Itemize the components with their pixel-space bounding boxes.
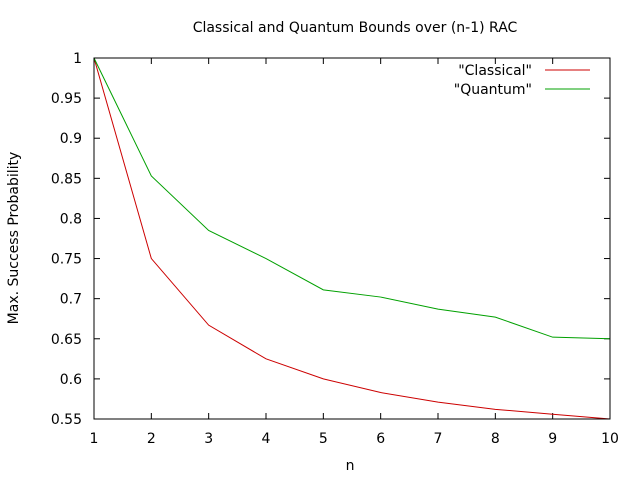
- x-tick-label-3: 4: [262, 431, 271, 447]
- series-line-1: [93, 57, 611, 340]
- series-line-0: [93, 57, 611, 420]
- y-tick-label-3: 0.7: [60, 292, 82, 308]
- x-tick-label-0: 1: [90, 431, 99, 447]
- y-axis-label: Max. Success Probability: [6, 152, 22, 325]
- x-tick-label-6: 7: [434, 431, 443, 447]
- y-tick-label-9: 1: [73, 51, 82, 67]
- axis-ticks: 0.55 0.6 0.65 0.7 0.75 0.8 0.85 0.9 0.95 1 1 2 3 4 5 6 7…: [51, 51, 619, 447]
- x-tick-label-5: 6: [376, 431, 385, 447]
- plot-frame: [93, 57, 611, 420]
- y-tick-label-4: 0.75: [51, 252, 82, 268]
- chart-title: Classical and Quantum Bounds over (n-1) …: [193, 20, 518, 36]
- x-axis-label: n: [346, 458, 355, 474]
- y-tick-label-8: 0.95: [51, 91, 82, 107]
- legend: "Classical" "Quantum": [454, 63, 590, 98]
- y-tick-label-0: 0.55: [51, 412, 82, 428]
- x-tick-label-9: 10: [601, 431, 619, 447]
- y-tick-label-5: 0.8: [60, 211, 82, 227]
- x-tick-label-4: 5: [319, 431, 328, 447]
- x-tick-label-1: 2: [147, 431, 156, 447]
- x-tick-label-7: 8: [491, 431, 500, 447]
- y-tick-label-6: 0.85: [51, 171, 82, 187]
- y-tick-label-7: 0.9: [60, 131, 82, 147]
- legend-label-0: "Classical": [458, 63, 532, 79]
- x-tick-label-2: 3: [204, 431, 213, 447]
- x-tick-label-8: 9: [548, 431, 557, 447]
- y-tick-label-1: 0.6: [60, 372, 82, 388]
- y-tick-label-2: 0.65: [51, 332, 82, 348]
- legend-label-1: "Quantum": [454, 82, 532, 98]
- series-lines: [93, 57, 611, 420]
